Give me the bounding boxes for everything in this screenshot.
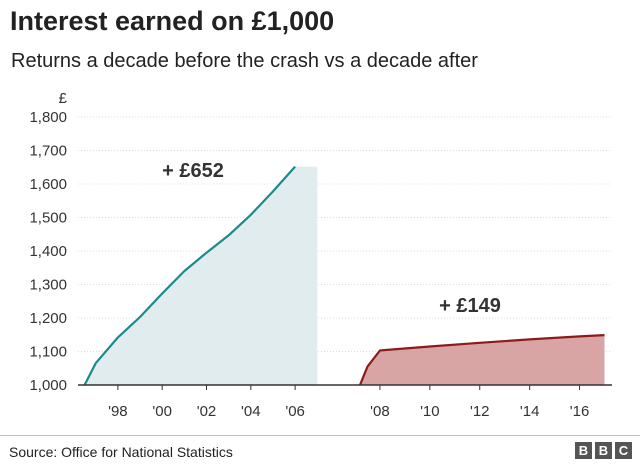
series-1-annotation: + £149 [439,295,501,317]
source-note: Source: Office for National Statistics [9,444,233,460]
series-1-x-tick-label-0: '08 [370,403,390,420]
series-0-x-tick-label-1: '00 [152,403,172,420]
series-1-line [358,334,605,386]
y-tick-label-3: 1,300 [29,277,67,294]
y-unit-label: £ [59,90,68,107]
y-tick-label-2: 1,200 [29,310,67,327]
y-tick-label-1: 1,100 [29,344,67,361]
series-1-x-tick-label-1: '10 [420,403,440,420]
y-tick-label-5: 1,500 [29,210,67,227]
logo-letter-b1: B [575,442,592,459]
y-tick-label-7: 1,700 [29,143,67,160]
footer-divider [0,435,640,436]
bbc-logo: B B C [575,442,632,459]
logo-letter-b2: B [595,442,612,459]
series-1-x-tick-label-3: '14 [520,403,540,420]
y-tick-label-4: 1,400 [29,243,67,260]
series-0-x-tick-label-4: '06 [285,403,305,420]
series-0-x-tick-label-3: '04 [241,403,261,420]
chart-title: Interest earned on £1,000 [10,6,335,36]
series-1-x-tick-label-4: '16 [570,403,590,420]
series-0-x-tick-label-2: '02 [197,403,217,420]
y-tick-label-6: 1,600 [29,176,67,193]
series-0-x-tick-label-0: '98 [108,403,128,420]
series-0-annotation: + £652 [162,160,224,182]
series-0-area [84,166,318,385]
series-0-line [83,165,296,386]
y-tick-label-0: 1,000 [29,377,67,394]
series-1-x-tick-label-2: '12 [470,403,490,420]
logo-letter-c: C [615,442,632,459]
chart-subtitle: Returns a decade before the crash vs a d… [11,50,478,72]
y-tick-label-8: 1,800 [29,109,67,126]
interest-chart: 1,000 1,100 1,200 1,300 1,400 1,500 1,600 1,700… [29,90,612,420]
